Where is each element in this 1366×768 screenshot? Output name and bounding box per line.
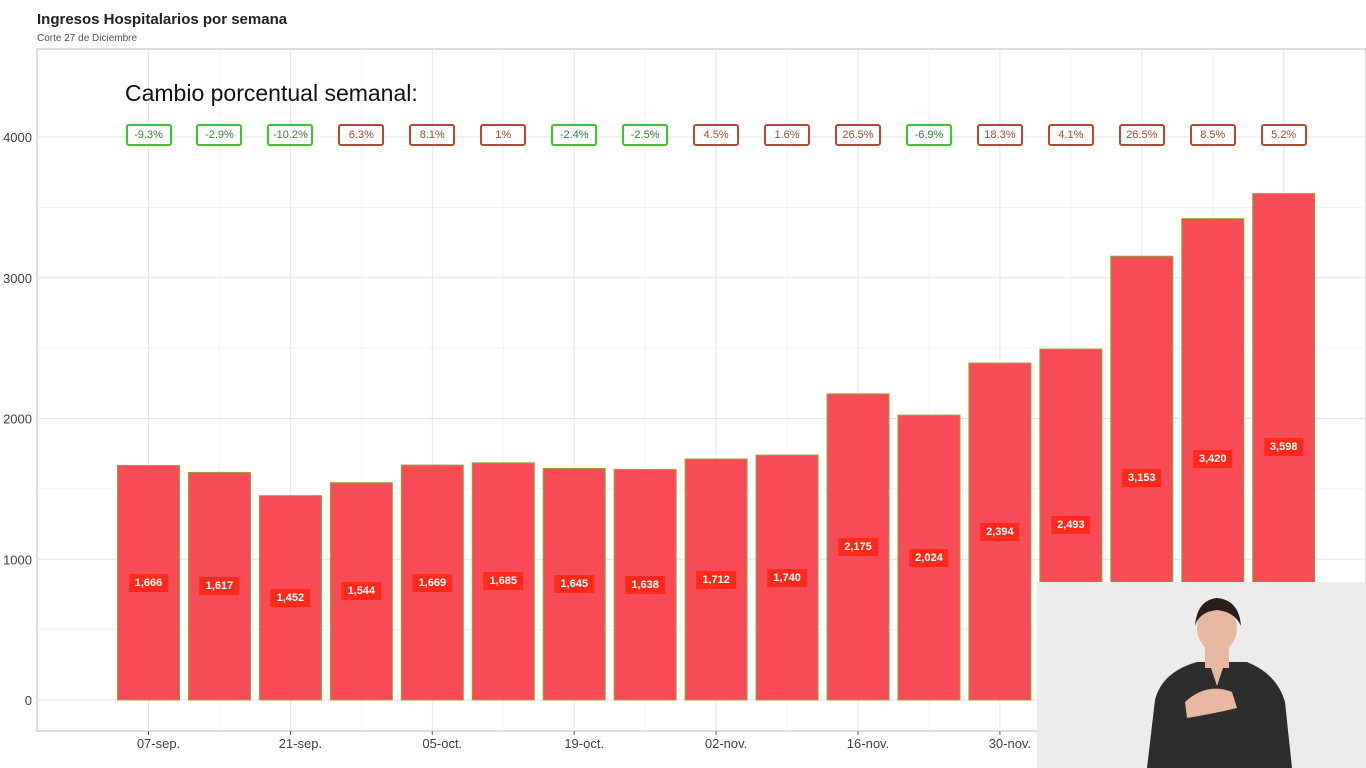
bar-value-label: 1,740	[767, 568, 807, 587]
bar-value-label: 3,598	[1263, 437, 1304, 456]
pct-change-badge: 18.3%	[976, 124, 1023, 146]
y-tick-label: 0	[25, 693, 32, 708]
bar-value-label: 1,712	[696, 570, 736, 589]
bar-value-label: 3,420	[1192, 450, 1233, 469]
chart-title: Ingresos Hospitalarios por semana	[37, 11, 288, 28]
pct-change-badge: 26.5%	[1118, 124, 1165, 146]
pct-change-badge: -9.3%	[125, 124, 172, 146]
pct-change-badge: -10.2%	[267, 124, 314, 146]
y-tick-label: 2000	[3, 412, 32, 427]
bar-value-label: 2,493	[1051, 515, 1091, 534]
pct-change-badge: -6.9%	[905, 124, 952, 146]
pct-change-badge: 6.3%	[338, 124, 385, 146]
pct-change-badge: 1.6%	[764, 124, 811, 146]
x-tick-label: 07-sep.	[137, 736, 180, 751]
pct-change-badge: -2.9%	[196, 124, 243, 146]
pct-change-badge: -2.4%	[551, 124, 598, 146]
bar-value-label: 1,544	[341, 582, 382, 601]
x-tick-label: 05-oct.	[422, 736, 462, 751]
y-tick-label: 3000	[3, 271, 32, 286]
pct-change-badge: 4.1%	[1047, 124, 1094, 146]
interpreter-silhouette-icon	[1037, 582, 1366, 768]
bar-value-label: 1,638	[625, 575, 665, 594]
plot-frame	[36, 48, 1366, 732]
pct-change-badge: 8.1%	[409, 124, 456, 146]
y-tick-label: 4000	[3, 130, 32, 145]
chart-subtitle: Corte 27 de Diciembre	[37, 33, 138, 44]
sign-language-interpreter-video	[1037, 582, 1366, 768]
bar-value-label: 2,024	[909, 548, 949, 567]
bar-value-label: 1,452	[270, 588, 311, 607]
bar-value-label: 1,685	[483, 572, 524, 591]
axis-layer: 0 1000 2000 3000 4000 07-sep. 21-sep. 05-oct. 19…	[3, 130, 1031, 751]
x-tick-label: 02-nov.	[705, 736, 747, 751]
bar-value-label: 1,645	[554, 575, 594, 594]
bar-value-label: 3,153	[1122, 469, 1162, 488]
pct-change-badge: -2.5%	[622, 124, 669, 146]
bar-value-label: 1,617	[199, 577, 240, 596]
pct-change-badge: 26.5%	[835, 124, 881, 146]
x-tick-label: 21-sep.	[279, 736, 322, 751]
x-tick-label: 16-nov.	[847, 736, 889, 751]
bar-value-label: 2,394	[980, 522, 1020, 541]
pct-change-badge: 5.2%	[1260, 124, 1307, 146]
pct-change-title: Cambio porcentual semanal:	[125, 80, 418, 106]
bar-value-label: 1,669	[412, 573, 453, 592]
pct-change-badge: 4.5%	[693, 124, 740, 146]
pct-change-badge: 8.5%	[1189, 124, 1236, 146]
bar-value-label: 2,175	[838, 537, 878, 556]
y-tick-label: 1000	[3, 552, 32, 567]
pct-change-badge: 1%	[480, 124, 527, 146]
x-tick-label: 19-oct.	[564, 736, 604, 751]
x-tick-label: 30-nov.	[989, 736, 1031, 751]
bar-value-label: 1,666	[128, 573, 169, 592]
